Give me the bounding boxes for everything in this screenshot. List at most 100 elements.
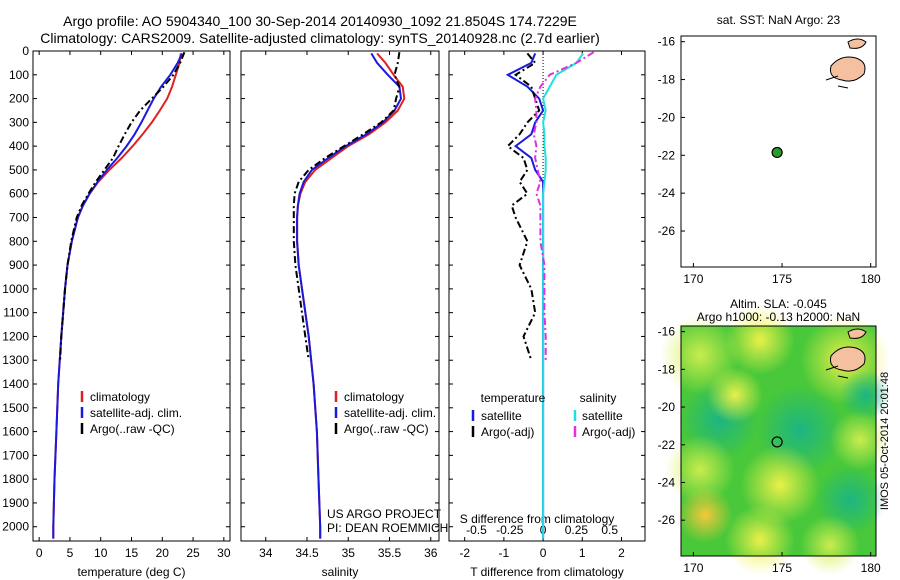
x-tick-label: -1 bbox=[499, 546, 510, 560]
title-line-2: Climatology: CARS2009. Satellite-adjuste… bbox=[40, 30, 600, 46]
title-line-1: Argo profile: AO 5904340_100 30-Sep-2014… bbox=[63, 13, 577, 29]
depth-tick-label: 1400 bbox=[2, 377, 29, 391]
depth-tick-label: 1300 bbox=[2, 353, 29, 367]
depth-tick-label: 100 bbox=[9, 68, 29, 82]
depth-tick-label: 500 bbox=[9, 163, 29, 177]
x-top-tick-label: 0.25 bbox=[565, 523, 589, 537]
project-annotation: PI: DEAN ROEMMICH bbox=[327, 521, 448, 535]
depth-tick-label: 1200 bbox=[2, 329, 29, 343]
legend-label: Argo(-adj) bbox=[582, 425, 635, 439]
series-argo bbox=[292, 52, 401, 361]
depth-tick-label: 800 bbox=[9, 234, 29, 248]
argo-float-marker bbox=[771, 146, 783, 159]
x-tick-label: 10 bbox=[94, 546, 108, 560]
map-y-tick-label: -24 bbox=[658, 186, 676, 200]
map-x-tick-label: 175 bbox=[772, 272, 792, 286]
x-tick-label: 2 bbox=[618, 546, 625, 560]
x-axis-label: salinity bbox=[322, 565, 359, 579]
x-tick-label: 35.5 bbox=[378, 546, 402, 560]
map-title: sat. SST: NaN Argo: 23 bbox=[717, 13, 841, 27]
map-y-tick-label: -26 bbox=[658, 513, 676, 527]
heat-blob bbox=[840, 370, 890, 420]
map-title: Argo h1000: -0.13 h2000: NaN bbox=[697, 310, 860, 324]
depth-tick-label: 0 bbox=[22, 44, 29, 58]
temperature-frame bbox=[32, 50, 231, 542]
heat-blob bbox=[707, 367, 763, 423]
map-y-tick-label: -26 bbox=[658, 224, 676, 238]
x-tick-label: 0 bbox=[540, 546, 547, 560]
x-axis-label-top: S difference from climatology bbox=[460, 512, 615, 526]
x-tick-label: 20 bbox=[156, 546, 170, 560]
argo-float-marker bbox=[771, 436, 783, 448]
map-y-tick-label: -18 bbox=[658, 73, 676, 87]
x-top-tick-label: 0.5 bbox=[601, 523, 618, 537]
map-y-tick-label: -20 bbox=[658, 400, 676, 414]
legend-label: Argo(-adj) bbox=[481, 425, 534, 439]
x-tick-label: 35 bbox=[342, 546, 356, 560]
heat-blob bbox=[677, 487, 733, 543]
series-t_argo bbox=[506, 52, 541, 361]
depth-tick-label: 700 bbox=[9, 211, 29, 225]
map-x-tick-label: 170 bbox=[683, 272, 703, 286]
island-landmass bbox=[830, 346, 866, 372]
map-y-tick-label: -22 bbox=[658, 148, 676, 162]
sst-map-panel: 170 175 180 -16 -18 -20 -22 -24 -26 sat. SST: NaN… bbox=[658, 13, 881, 286]
depth-tick-label: 1900 bbox=[2, 496, 29, 510]
map-x-tick-label: 175 bbox=[772, 561, 792, 575]
salinity-frame bbox=[240, 50, 440, 542]
x-top-tick-label: -0.5 bbox=[466, 523, 487, 537]
x-tick-label: 36 bbox=[424, 546, 438, 560]
x-tick-label: 25 bbox=[186, 546, 200, 560]
depth-tick-label: 2000 bbox=[2, 520, 29, 534]
depth-tick-label: 600 bbox=[9, 187, 29, 201]
depth-tick-label: 1600 bbox=[2, 425, 29, 439]
island-landmass bbox=[847, 328, 867, 339]
depth-tick-label: 1000 bbox=[2, 282, 29, 296]
depth-tick-label: 1100 bbox=[3, 306, 29, 320]
depth-tick-label: 1500 bbox=[2, 401, 29, 415]
depth-tick-label: 1800 bbox=[2, 472, 29, 486]
map-x-tick-label: 180 bbox=[861, 272, 881, 286]
legend-label: satellite bbox=[481, 409, 522, 423]
x-tick-label: 5 bbox=[67, 546, 74, 560]
legend-label: satellite-adj. clim. bbox=[90, 406, 182, 420]
legend-label: climatology bbox=[344, 390, 404, 404]
series-s_sat bbox=[542, 52, 584, 539]
map-y-tick-label: -16 bbox=[658, 325, 676, 339]
heat-blob bbox=[830, 410, 890, 470]
heat-blob bbox=[725, 505, 795, 575]
project-annotation: US ARGO PROJECT bbox=[327, 507, 442, 521]
legend-label: climatology bbox=[90, 390, 150, 404]
temperature-panel: 0100200300400500600700800900100011001200… bbox=[2, 44, 231, 579]
map-x-tick-label: 180 bbox=[861, 561, 881, 575]
x-axis-label: T difference from climatology bbox=[470, 565, 624, 579]
legend-label: Argo(..raw -QC) bbox=[344, 422, 429, 436]
legend-title-salinity: salinity bbox=[580, 391, 617, 405]
depth-tick-label: 1700 bbox=[2, 448, 29, 462]
legend-label: satellite bbox=[582, 409, 623, 423]
map-y-tick-label: -22 bbox=[658, 438, 676, 452]
salinity-panel: 34 34.5 35 35.5 36 salinity climatology satelli… bbox=[240, 50, 448, 579]
x-tick-label: 34 bbox=[259, 546, 273, 560]
depth-tick-label: 900 bbox=[9, 258, 29, 272]
legend-title-temperature: temperature bbox=[481, 391, 546, 405]
sla-map-panel: 170 175 180 -16 -18 -20 -22 -24 -26 Altim. SLA: -… bbox=[658, 297, 891, 575]
imos-timestamp: IMOS 05-Oct-2014 20:01:48 bbox=[879, 372, 891, 510]
map-title: Altim. SLA: -0.045 bbox=[730, 297, 827, 311]
depth-tick-label: 300 bbox=[9, 115, 29, 129]
island-landmass bbox=[830, 56, 866, 82]
x-top-tick-label: -0.25 bbox=[496, 523, 524, 537]
x-tick-label: 15 bbox=[125, 546, 139, 560]
depth-tick-label: 400 bbox=[9, 139, 29, 153]
map-frame bbox=[680, 325, 877, 557]
x-tick-label: 1 bbox=[579, 546, 586, 560]
legend-label: satellite-adj. clim. bbox=[344, 406, 436, 420]
heat-blob bbox=[800, 515, 860, 575]
map-y-tick-label: -20 bbox=[658, 110, 676, 124]
map-x-tick-label: 170 bbox=[683, 561, 703, 575]
heat-blob bbox=[665, 435, 735, 505]
x-axis-label: temperature (deg C) bbox=[77, 565, 185, 579]
x-tick-label: -2 bbox=[459, 546, 470, 560]
differences-panel: -2 -1 0 1 2 T difference from climatology -0.5… bbox=[448, 50, 646, 579]
